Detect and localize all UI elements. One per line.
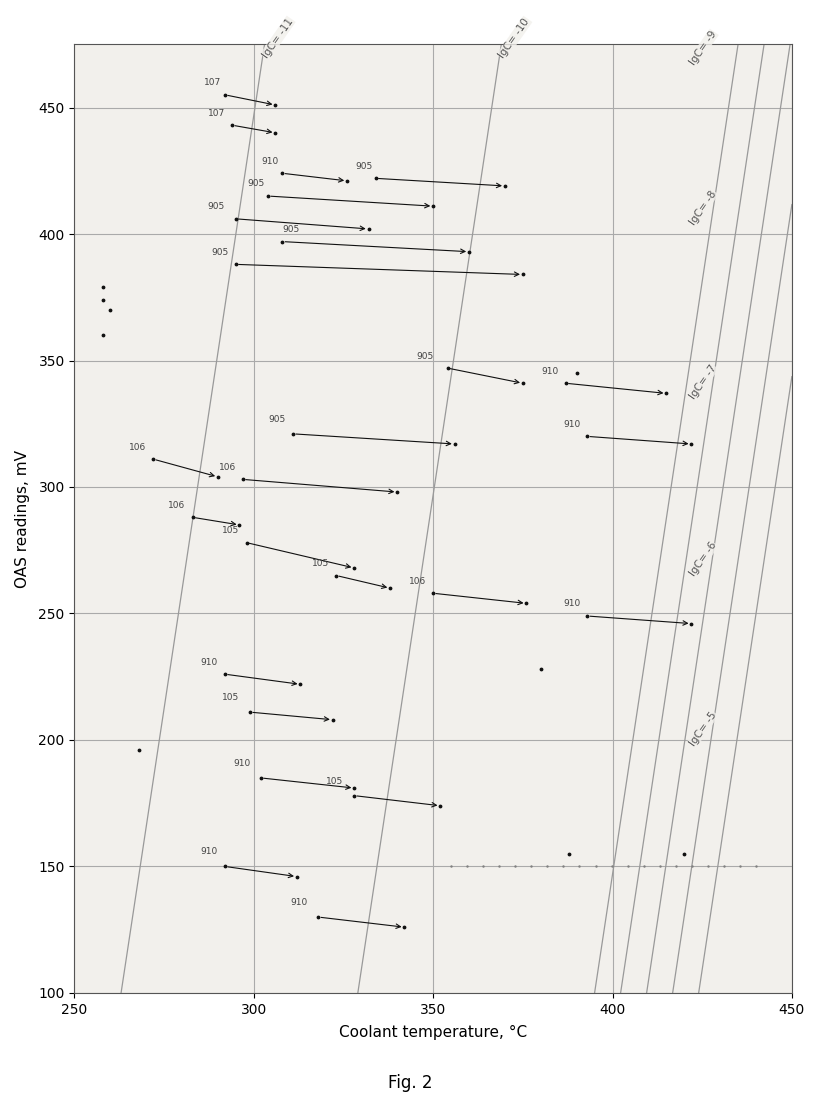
Text: lgC= -8: lgC= -8 <box>686 189 717 226</box>
Y-axis label: OAS readings, mV: OAS readings, mV <box>15 449 30 588</box>
Text: 106: 106 <box>168 501 185 510</box>
Text: 905: 905 <box>247 179 265 188</box>
Text: 106: 106 <box>129 443 146 452</box>
Text: 106: 106 <box>219 463 236 471</box>
Text: lgC= -7: lgC= -7 <box>686 364 717 401</box>
Text: 910: 910 <box>201 657 218 667</box>
Text: 105: 105 <box>326 777 343 786</box>
Text: lgC= -5: lgC= -5 <box>686 710 717 748</box>
Text: 910: 910 <box>261 157 278 166</box>
Text: 105: 105 <box>222 693 239 702</box>
Text: 910: 910 <box>290 898 307 907</box>
Text: 905: 905 <box>269 414 286 424</box>
Text: 105: 105 <box>311 559 328 568</box>
Text: lgC= -11: lgC= -11 <box>260 16 295 59</box>
Text: 905: 905 <box>415 352 432 360</box>
Text: 905: 905 <box>282 225 300 234</box>
Text: 107: 107 <box>204 78 221 87</box>
Text: Fig. 2: Fig. 2 <box>387 1074 432 1092</box>
Text: 905: 905 <box>211 247 229 257</box>
Text: lgC= -10: lgC= -10 <box>496 16 531 59</box>
X-axis label: Coolant temperature, °C: Coolant temperature, °C <box>339 1025 527 1040</box>
Text: 905: 905 <box>207 202 225 211</box>
Text: 910: 910 <box>541 367 558 376</box>
Text: 910: 910 <box>563 599 580 609</box>
Text: 910: 910 <box>233 758 250 768</box>
Text: lgC= -6: lgC= -6 <box>686 541 717 578</box>
Text: 107: 107 <box>207 109 225 118</box>
Text: 910: 910 <box>201 847 218 856</box>
Text: 910: 910 <box>563 420 580 429</box>
Text: lgC= -9: lgC= -9 <box>686 30 717 67</box>
Text: 105: 105 <box>222 526 239 535</box>
Text: 106: 106 <box>408 577 425 586</box>
Text: 905: 905 <box>355 162 372 170</box>
